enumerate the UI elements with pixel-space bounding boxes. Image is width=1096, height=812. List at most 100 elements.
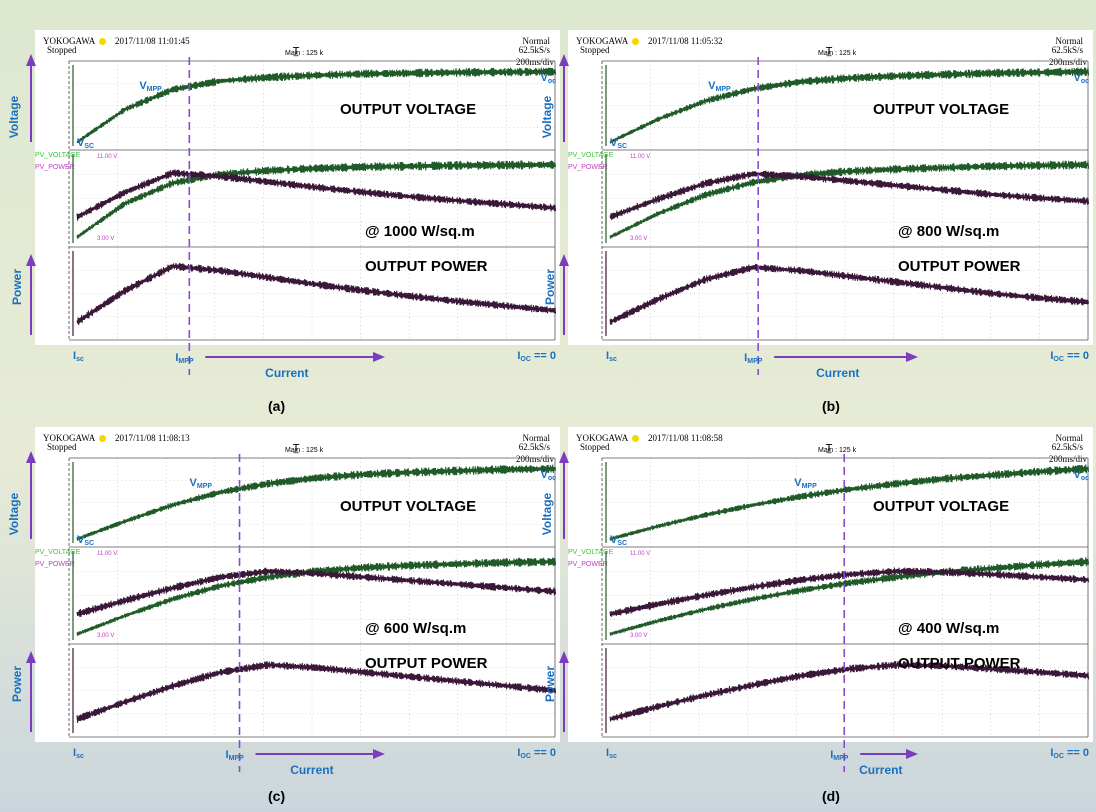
grid (601, 60, 1089, 341)
channel-voltage-label: PV_VOLTAGE (568, 152, 614, 159)
power-arrow-head-icon (26, 651, 36, 663)
power-trace (76, 262, 557, 326)
ioc-label: IOC == 0 (1050, 747, 1089, 760)
main-label: Main : 125 k (285, 50, 324, 57)
power-arrow-head-icon (559, 651, 569, 663)
sample-rate: 62.5kS/s (1051, 442, 1083, 452)
main-label: Main : 125 k (818, 50, 857, 57)
level-top: 11.00 V (630, 154, 651, 160)
voc-label: Voc (1073, 469, 1089, 482)
vmpp-label: VMPP (189, 477, 213, 490)
main-label: Main : 125 k (285, 447, 324, 454)
mode-label: Normal (522, 433, 551, 443)
output-voltage-label: OUTPUT VOLTAGE (340, 498, 477, 515)
status-lamp-icon (632, 435, 640, 442)
output-power-label: OUTPUT POWER (898, 258, 1021, 275)
mode-label: Normal (1055, 433, 1084, 443)
timestamp: 2017/11/08 11:08:58 (648, 433, 723, 443)
brand-label: YOKOGAWA (43, 36, 112, 46)
output-power-label: OUTPUT POWER (898, 655, 1021, 672)
power-arrow-head-icon (26, 254, 36, 266)
vmpp-label: VMPP (794, 477, 817, 490)
voltage-arrow-head-icon (26, 451, 36, 463)
status-lamp-icon (99, 435, 107, 442)
voltage-arrow-head-icon (26, 54, 36, 66)
irradiance-label: @ 1000 W/sq.m (365, 223, 475, 240)
brand-label: YOKOGAWA (576, 36, 645, 46)
level-top: 11.00 V (97, 551, 118, 557)
current-axis-label: Current (816, 366, 860, 380)
vsc-label: VSC (77, 137, 95, 150)
oscilloscope-screen: YOKOGAWA Stopped 2017/11/08 11:05:32 Nor… (540, 30, 1093, 375)
vertical-arrows-svg (26, 451, 36, 732)
current-axis-label: Current (290, 763, 334, 777)
power-trace (609, 661, 1090, 722)
time-div: 200ms/div (515, 454, 554, 464)
irradiance-label: @ 600 W/sq.m (365, 620, 467, 637)
isc-label: Isc (73, 350, 84, 363)
scope-panel-b: YOKOGAWA Stopped 2017/11/08 11:05:32 Nor… (540, 30, 1093, 380)
timestamp: 2017/11/08 11:05:32 (648, 36, 723, 46)
ioc-label: IOC == 0 (1050, 350, 1089, 363)
status-label: Stopped (580, 45, 610, 55)
voc-label: Voc (1073, 72, 1089, 85)
output-voltage-label: OUTPUT VOLTAGE (340, 101, 477, 118)
power-trace-overlay (76, 169, 557, 221)
trigger-marker-icon: T̲ (292, 443, 300, 454)
main-label: Main : 125 k (818, 447, 857, 454)
level-top: 11.00 V (97, 154, 118, 160)
voltage-arrow-head-icon (559, 451, 569, 463)
impp-label: IMPP (225, 749, 244, 762)
status-label: Stopped (47, 442, 77, 452)
timestamp: 2017/11/08 11:08:13 (115, 433, 190, 443)
current-arrow-svg (255, 749, 385, 759)
power-trace (609, 263, 1090, 325)
channel-voltage-label: PV_VOLTAGE (35, 152, 81, 159)
vmpp-label: VMPP (708, 80, 731, 93)
voltage-trace-overlay (609, 557, 1090, 636)
brand-label: YOKOGAWA (43, 433, 112, 443)
panel-caption: (c) (268, 788, 286, 804)
channel-voltage-label: PV_VOLTAGE (568, 549, 614, 556)
mode-label: Normal (1055, 36, 1084, 46)
current-axis-label: Current (265, 366, 309, 380)
sample-rate: 62.5kS/s (518, 45, 550, 55)
trace-svg: T̲ (68, 443, 557, 772)
sample-rate: 62.5kS/s (1051, 45, 1083, 55)
trace-svg: T̲ (601, 46, 1090, 375)
current-arrow-svg (860, 749, 918, 759)
voltage-trace-overlay (76, 557, 557, 636)
current-arrow-head-icon (906, 749, 918, 759)
voc-label: Voc (540, 469, 556, 482)
vertical-arrows-svg (26, 54, 36, 335)
channel-voltage-label: PV_VOLTAGE (35, 549, 81, 556)
ioc-label: IOC == 0 (517, 747, 556, 760)
power-arrow-head-icon (559, 254, 569, 266)
oscilloscope-screen: YOKOGAWA Stopped 2017/11/08 11:01:45 Nor… (7, 30, 560, 375)
irradiance-label: @ 800 W/sq.m (898, 223, 1000, 240)
current-arrow-svg (774, 352, 918, 362)
panel-caption: (a) (268, 398, 286, 414)
isc-label: Isc (606, 350, 617, 363)
level-bottom: 3.00 V (97, 236, 115, 242)
impp-label: IMPP (830, 749, 849, 762)
status-label: Stopped (47, 45, 77, 55)
channel-power-label: PV_POWER (568, 164, 608, 171)
oscilloscope-screen: YOKOGAWA Stopped 2017/11/08 11:08:58 Nor… (540, 427, 1093, 772)
isc-label: Isc (73, 747, 84, 760)
current-arrow-head-icon (373, 352, 385, 362)
status-lamp-icon (632, 38, 640, 45)
ioc-label: IOC == 0 (517, 350, 556, 363)
power-trace-overlay (609, 170, 1090, 221)
impp-label: IMPP (744, 352, 763, 365)
irradiance-label: @ 400 W/sq.m (898, 620, 1000, 637)
output-voltage-label: OUTPUT VOLTAGE (873, 498, 1010, 515)
output-power-label: OUTPUT POWER (365, 258, 488, 275)
vsc-label: VSC (610, 534, 628, 547)
scope-panel-a: YOKOGAWA Stopped 2017/11/08 11:01:45 Nor… (7, 30, 560, 380)
time-div: 200ms/div (515, 57, 554, 67)
trace-svg: T̲ (601, 443, 1090, 772)
vertical-arrows-svg (559, 451, 569, 732)
channel-power-label: PV_POWER (35, 164, 75, 171)
